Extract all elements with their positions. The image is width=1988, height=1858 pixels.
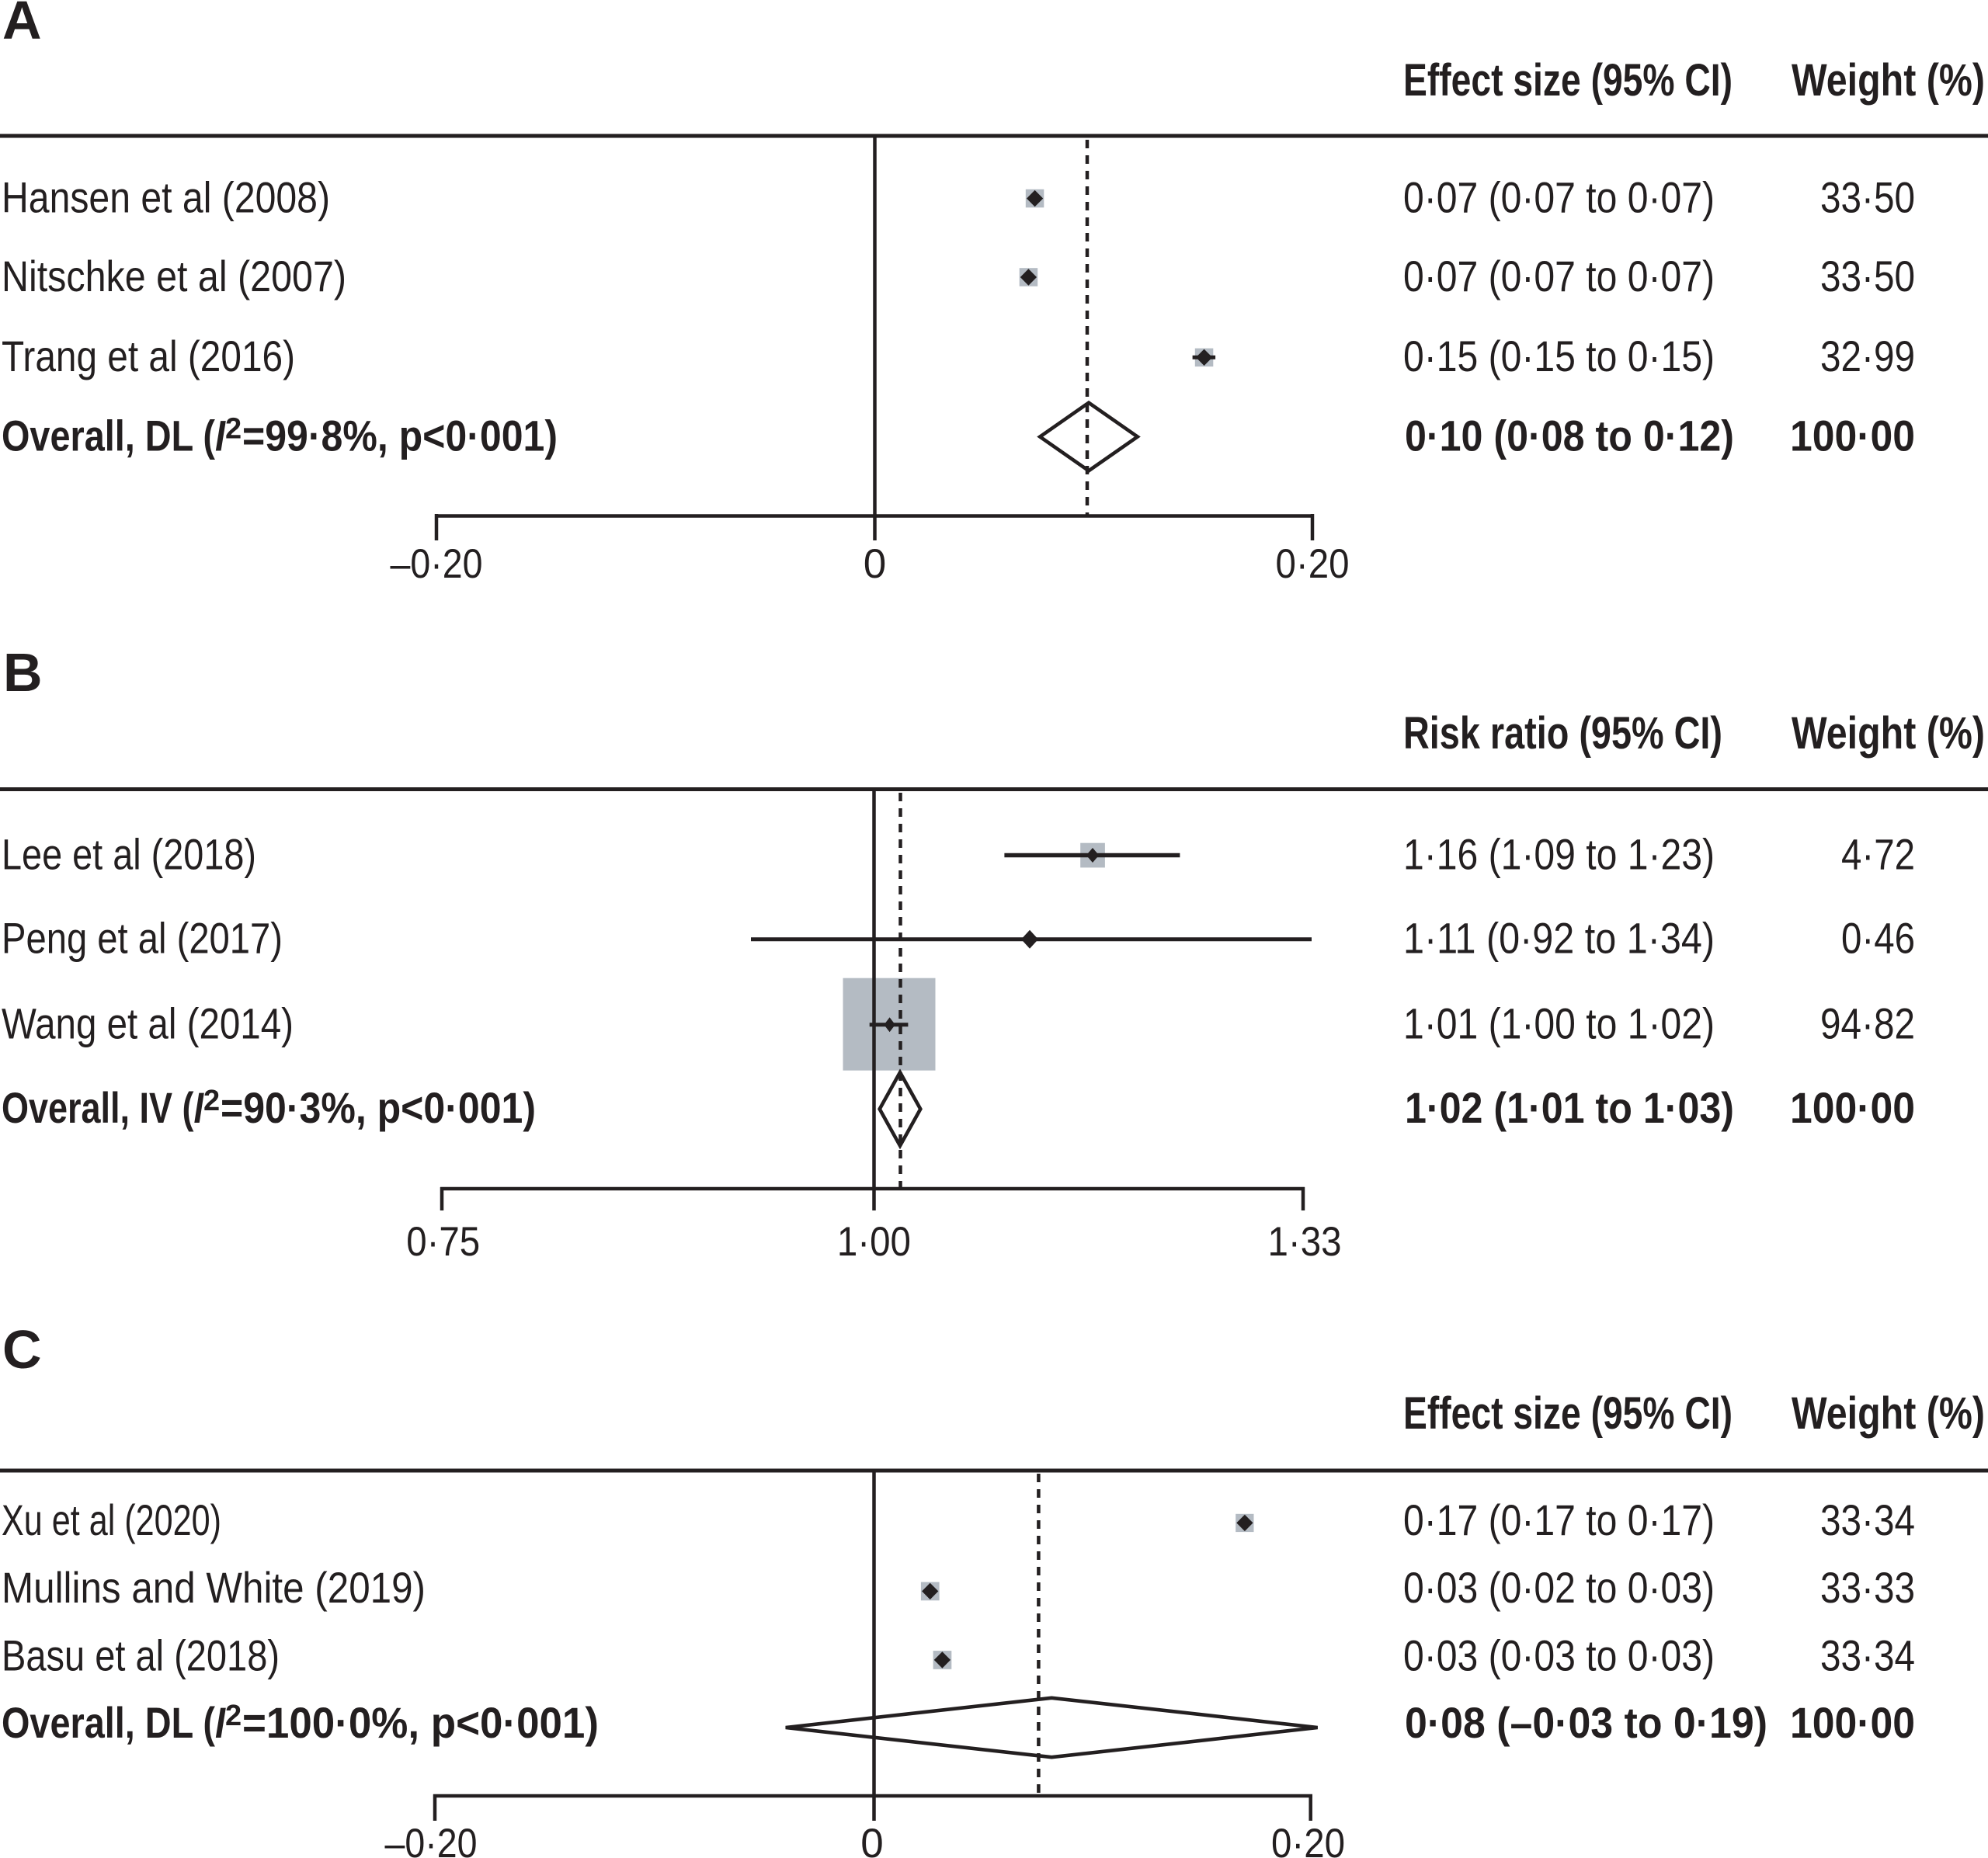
svg-text:0·46: 0·46 (1841, 914, 1915, 963)
svg-text:Weight (%): Weight (%) (1792, 1388, 1985, 1439)
svg-text:2: 2 (225, 412, 242, 445)
svg-text:Basu et al (2018): Basu et al (2018) (2, 1631, 280, 1680)
svg-text:0·03 (0·03 to 0·03): 0·03 (0·03 to 0·03) (1403, 1631, 1715, 1680)
svg-text:0·17 (0·17 to 0·17): 0·17 (0·17 to 0·17) (1403, 1495, 1715, 1544)
svg-text:Overall, IV (I: Overall, IV (I (2, 1083, 204, 1132)
svg-text:0: 0 (860, 1821, 883, 1858)
svg-text:0·07 (0·07 to 0·07): 0·07 (0·07 to 0·07) (1403, 172, 1715, 221)
svg-text:32·99: 32·99 (1820, 332, 1915, 380)
svg-text:=90·3%, p<0·001): =90·3%, p<0·001) (221, 1083, 536, 1132)
svg-text:Overall, DL (I: Overall, DL (I (2, 1698, 226, 1747)
svg-text:1·33: 1·33 (1268, 1219, 1342, 1265)
svg-text:0·20: 0·20 (1276, 541, 1350, 587)
svg-text:Wang et al (2014): Wang et al (2014) (2, 999, 294, 1048)
svg-text:100·00: 100·00 (1790, 411, 1915, 460)
svg-text:0·08 (–0·03 to 0·19): 0·08 (–0·03 to 0·19) (1405, 1698, 1767, 1747)
svg-text:Nitschke et al (2007): Nitschke et al (2007) (2, 252, 346, 300)
svg-text:=100·0%, p<0·001): =100·0%, p<0·001) (242, 1698, 599, 1747)
svg-text:0·75: 0·75 (406, 1219, 480, 1265)
svg-text:33·50: 33·50 (1820, 252, 1915, 300)
svg-text:1·00: 1·00 (837, 1219, 911, 1265)
svg-text:Risk ratio (95% CI): Risk ratio (95% CI) (1403, 708, 1722, 759)
svg-text:Weight (%): Weight (%) (1792, 708, 1985, 759)
svg-text:1·01 (1·00 to 1·02): 1·01 (1·00 to 1·02) (1403, 999, 1715, 1048)
svg-text:0·03 (0·02 to 0·03): 0·03 (0·02 to 0·03) (1403, 1563, 1715, 1612)
svg-text:Hansen et al (2008): Hansen et al (2008) (2, 172, 330, 221)
svg-text:B: B (3, 642, 43, 703)
svg-text:0·07 (0·07 to 0·07): 0·07 (0·07 to 0·07) (1403, 252, 1715, 300)
svg-text:1·16 (1·09 to 1·23): 1·16 (1·09 to 1·23) (1403, 829, 1715, 878)
svg-text:–0·20: –0·20 (391, 541, 483, 587)
svg-text:0·15 (0·15 to 0·15): 0·15 (0·15 to 0·15) (1403, 332, 1715, 380)
svg-text:2: 2 (225, 1700, 242, 1732)
svg-text:0: 0 (864, 541, 886, 587)
svg-text:A: A (2, 0, 42, 50)
svg-text:=99·8%, p<0·001): =99·8%, p<0·001) (242, 411, 558, 460)
svg-text:Effect size (95% CI): Effect size (95% CI) (1403, 1388, 1733, 1439)
svg-text:1·11 (0·92 to 1·34): 1·11 (0·92 to 1·34) (1403, 914, 1715, 963)
svg-text:33·33: 33·33 (1820, 1563, 1915, 1612)
svg-text:100·00: 100·00 (1790, 1698, 1915, 1747)
svg-text:1·02 (1·01 to 1·03): 1·02 (1·01 to 1·03) (1405, 1083, 1734, 1132)
svg-text:Overall, DL (I: Overall, DL (I (2, 411, 226, 460)
svg-text:C: C (2, 1319, 42, 1380)
svg-text:33·34: 33·34 (1820, 1495, 1915, 1544)
svg-text:33·34: 33·34 (1820, 1631, 1915, 1680)
svg-text:–0·20: –0·20 (385, 1821, 478, 1858)
svg-text:33·50: 33·50 (1820, 172, 1915, 221)
svg-text:Effect size (95% CI): Effect size (95% CI) (1403, 55, 1733, 106)
svg-text:Weight (%): Weight (%) (1792, 55, 1985, 106)
svg-text:100·00: 100·00 (1790, 1083, 1915, 1132)
svg-text:94·82: 94·82 (1820, 999, 1915, 1048)
svg-text:Xu et al (2020): Xu et al (2020) (2, 1495, 221, 1544)
svg-text:0·20: 0·20 (1271, 1821, 1345, 1858)
svg-text:Mullins and White (2019): Mullins and White (2019) (2, 1563, 426, 1612)
svg-text:2: 2 (203, 1085, 220, 1117)
svg-text:Lee et al (2018): Lee et al (2018) (2, 829, 256, 878)
svg-text:0·10 (0·08 to 0·12): 0·10 (0·08 to 0·12) (1405, 411, 1734, 460)
svg-text:4·72: 4·72 (1841, 829, 1915, 878)
svg-text:Peng et al (2017): Peng et al (2017) (2, 914, 283, 963)
svg-text:Trang et al (2016): Trang et al (2016) (2, 332, 295, 380)
